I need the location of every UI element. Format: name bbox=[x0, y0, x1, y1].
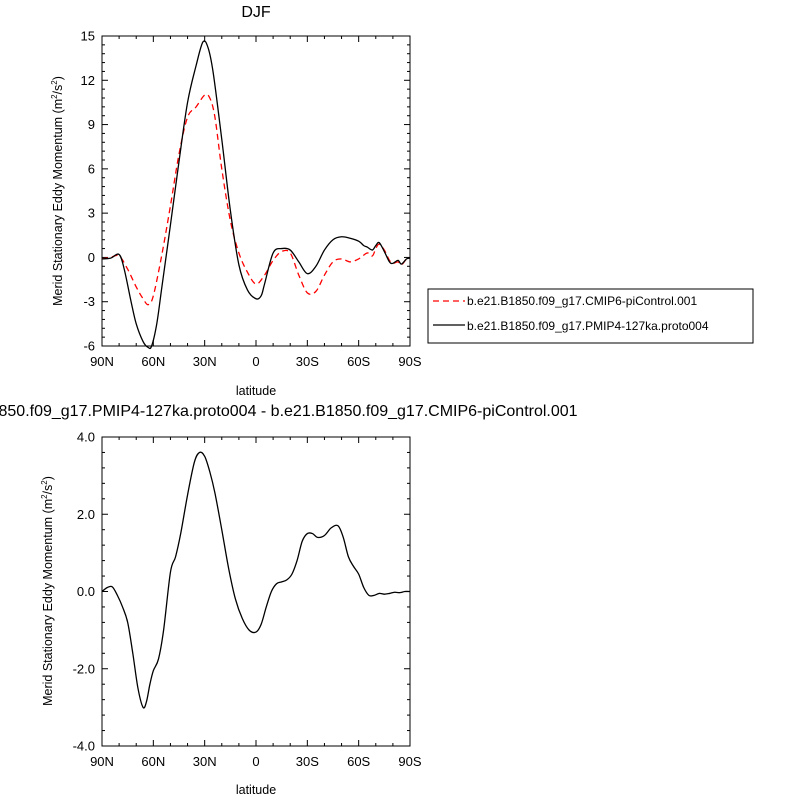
top-x-ticks: 90N 60N 30N 0 30S 60S 90S bbox=[90, 36, 422, 369]
top-y-tick-label: -6 bbox=[83, 339, 95, 354]
bottom-x-tick-label: 0 bbox=[252, 754, 259, 769]
legend-box bbox=[427, 288, 754, 344]
top-x-tick-label: 60N bbox=[141, 354, 165, 369]
bottom-panel: b.e21.B1850.f09_g17.PMIP4-127ka.proto004… bbox=[0, 403, 578, 797]
top-series-line-2 bbox=[101, 40, 411, 350]
bottom-y-tick-label: 4.0 bbox=[77, 430, 95, 445]
top-y-axis-label: Merid Stationary Eddy Momentum (m2/s2) bbox=[50, 76, 65, 306]
top-series-line-1 bbox=[101, 93, 411, 306]
bottom-y-ticks: -4.0 -2.0 0.0 2.0 4.0 bbox=[73, 430, 410, 754]
top-y-axis-label-sup: 2 bbox=[50, 94, 59, 99]
bottom-y-axis-label-text: Merid Stationary Eddy Momentum (m bbox=[41, 499, 55, 706]
bottom-y-axis-label-sup2: 2 bbox=[40, 480, 49, 485]
top-x-tick-label: 60S bbox=[347, 354, 370, 369]
top-y-tick-label: 3 bbox=[88, 206, 95, 221]
legend-label-series-2: b.e21.B1850.f09_g17.PMIP4-127ka.proto004 bbox=[467, 319, 709, 333]
top-y-tick-label: 12 bbox=[81, 73, 95, 88]
bottom-chart-title: b.e21.B1850.f09_g17.PMIP4-127ka.proto004… bbox=[0, 403, 578, 420]
bottom-y-axis-label-sup: 2 bbox=[40, 494, 49, 499]
bottom-series-line-1 bbox=[101, 451, 411, 709]
bottom-series-lines bbox=[101, 451, 411, 709]
bottom-x-tick-label: 30S bbox=[296, 754, 319, 769]
bottom-y-axis-label-mid: /s bbox=[41, 485, 55, 495]
bottom-y-axis-label: Merid Stationary Eddy Momentum (m2/s2) bbox=[40, 476, 55, 706]
top-y-axis-label-end: ) bbox=[51, 76, 65, 80]
top-x-tick-label: 90N bbox=[90, 354, 114, 369]
top-chart-title: DJF bbox=[241, 4, 271, 21]
bottom-x-ticks: 90N 60N 30N 0 30S 60S 90S bbox=[90, 437, 422, 769]
top-y-axis-label-text: Merid Stationary Eddy Momentum (m bbox=[51, 99, 65, 306]
top-y-axis-label-mid: /s bbox=[51, 85, 65, 95]
bottom-x-tick-label: 30N bbox=[193, 754, 217, 769]
bottom-x-tick-label: 90S bbox=[398, 754, 421, 769]
top-y-tick-label: 15 bbox=[81, 29, 95, 44]
bottom-x-tick-label: 60S bbox=[347, 754, 370, 769]
top-y-tick-label: -3 bbox=[83, 294, 95, 309]
bottom-x-axis-label: latitude bbox=[236, 783, 276, 797]
bottom-y-axis-label-end: ) bbox=[41, 476, 55, 480]
bottom-x-tick-label: 90N bbox=[90, 754, 114, 769]
top-x-tick-label: 30S bbox=[296, 354, 319, 369]
top-panel: DJF 90N 60N 30N 0 30S 60S 90S -6 -3 0 3 6 9 12 15 lat… bbox=[50, 4, 754, 398]
top-series-lines bbox=[101, 40, 411, 350]
bottom-plot-frame bbox=[101, 436, 411, 747]
top-plot-frame bbox=[101, 35, 411, 347]
top-y-tick-label: 6 bbox=[88, 161, 95, 176]
bottom-y-tick-label: 2.0 bbox=[77, 507, 95, 522]
bottom-y-tick-label: -4.0 bbox=[73, 739, 95, 754]
top-x-tick-label: 30N bbox=[193, 354, 217, 369]
bottom-x-tick-label: 60N bbox=[141, 754, 165, 769]
top-y-axis-label-sup2: 2 bbox=[50, 80, 59, 85]
legend-label-series-1: b.e21.B1850.f09_g17.CMIP6-piControl.001 bbox=[467, 294, 697, 308]
top-y-tick-label: 0 bbox=[88, 250, 95, 265]
bottom-y-tick-label: -2.0 bbox=[73, 661, 95, 676]
top-y-ticks: -6 -3 0 3 6 9 12 15 bbox=[81, 29, 410, 354]
top-x-axis-label: latitude bbox=[236, 384, 276, 398]
legend: b.e21.B1850.f09_g17.CMIP6-piControl.001 … bbox=[427, 288, 754, 344]
bottom-y-tick-label: 0.0 bbox=[77, 584, 95, 599]
top-x-tick-label: 90S bbox=[398, 354, 421, 369]
top-y-tick-label: 9 bbox=[88, 117, 95, 132]
top-x-tick-label: 0 bbox=[252, 354, 259, 369]
